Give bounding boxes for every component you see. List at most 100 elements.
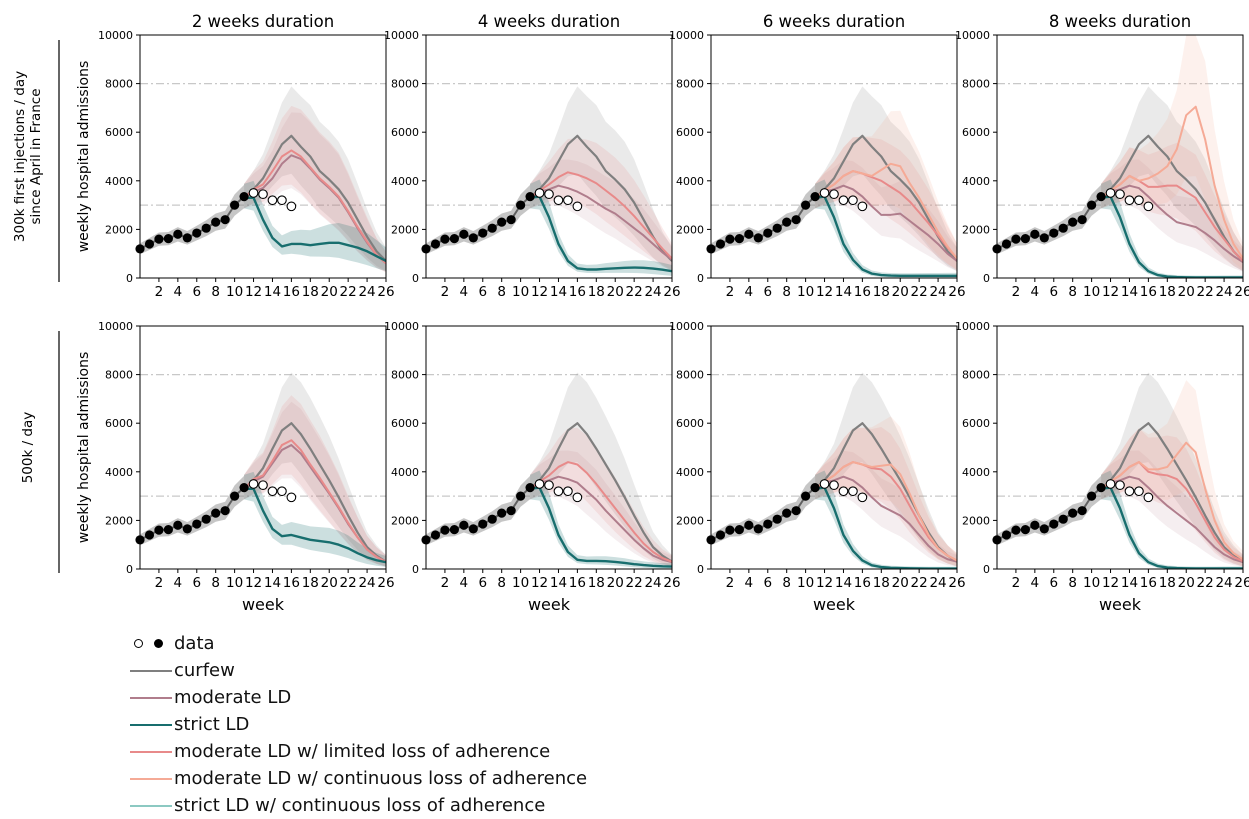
y-tick-label: 2000	[105, 514, 133, 527]
series-line-moderate	[529, 184, 672, 261]
x-axis-label: week	[528, 595, 571, 614]
data-point-filled	[1049, 519, 1059, 529]
legend-item-moderate-continuous: moderate LD w/ continuous loss of adhere…	[128, 765, 587, 792]
y-tick-label: 0	[126, 563, 133, 576]
x-tick-label: 20	[321, 575, 338, 591]
data-point-filled	[1011, 525, 1021, 535]
data-point-filled	[753, 233, 763, 243]
y-tick-label: 2000	[391, 514, 419, 527]
legend-item-data: data	[128, 630, 587, 657]
x-tick-label: 2	[441, 284, 450, 300]
axes-frame	[139, 34, 387, 279]
y-tick-label: 2000	[391, 223, 419, 236]
axes-frame	[139, 325, 387, 570]
series-line-strict	[244, 196, 386, 263]
band-mod_limited	[815, 426, 957, 567]
series-line-mod_cont	[814, 461, 957, 562]
data-point-filled	[516, 491, 526, 501]
x-axis-label: week	[242, 595, 285, 614]
data-marker-icon	[128, 634, 174, 654]
data-point-filled	[1077, 506, 1087, 516]
series-line-mod_cont	[1100, 441, 1243, 561]
data-point-open	[1134, 195, 1144, 206]
y-tick-label: 4000	[676, 466, 704, 479]
series-line-curfew	[814, 422, 957, 563]
x-tick-label: 12	[245, 575, 262, 591]
band-strict	[815, 470, 957, 569]
x-tick-label: 6	[192, 575, 201, 591]
data-point-filled	[173, 520, 183, 530]
x-tick-label: 20	[892, 284, 909, 300]
x-tick-label: 2	[726, 575, 735, 591]
x-tick-label: 6	[192, 284, 201, 300]
plot-area	[997, 35, 1243, 278]
y-tick-label: 10000	[669, 29, 704, 42]
moderate-ld-line-icon	[128, 688, 174, 708]
row-label: 500k / day	[20, 412, 36, 484]
band-moderate	[244, 112, 386, 273]
data-point-open	[829, 480, 839, 491]
series-line-mod_limited	[243, 439, 386, 563]
data-point-open	[277, 486, 287, 497]
moderate-limited-line-icon	[128, 742, 174, 762]
y-axis-label: weekly hospital admissions	[76, 352, 92, 544]
column-title: 4 weeks duration	[478, 12, 620, 31]
x-tick-label: 26	[663, 575, 680, 591]
x-tick-label: 14	[835, 284, 852, 300]
y-tick-label: 4000	[962, 466, 990, 479]
data-point-filled	[1049, 228, 1059, 238]
data-point-filled	[791, 506, 801, 516]
panel	[706, 34, 958, 282]
series-line-curfew	[1100, 422, 1243, 563]
band-curfew	[244, 86, 386, 272]
data-point-open	[857, 201, 868, 212]
data-point-filled	[801, 491, 811, 501]
data-point-open	[1105, 479, 1116, 489]
data-point-open	[286, 201, 297, 212]
data-point-open	[572, 492, 583, 503]
data-point-open	[248, 188, 259, 198]
data-point-filled	[725, 525, 735, 535]
axes-frame	[996, 34, 1244, 279]
data-point-filled	[239, 191, 249, 202]
moderate-continuous-line-icon	[128, 769, 174, 789]
data-point-filled	[734, 234, 744, 244]
x-tick-label: 20	[321, 284, 338, 300]
x-tick-label: 26	[1234, 575, 1249, 591]
x-tick-label: 26	[948, 575, 965, 591]
data-point-filled	[801, 200, 811, 210]
y-tick-label: 6000	[676, 417, 704, 430]
legend-label: moderate LD	[174, 686, 292, 708]
data-point-filled	[744, 229, 754, 239]
data-point-open	[572, 201, 583, 212]
series-line-curfew	[243, 134, 386, 262]
plot-area	[997, 372, 1243, 569]
series-line-curfew	[529, 134, 672, 262]
data-point-filled	[230, 200, 240, 210]
axes-frame	[996, 325, 1244, 570]
band-mod_limited	[530, 138, 672, 271]
data-point-filled	[1096, 482, 1106, 493]
x-tick-label: 10	[512, 284, 529, 300]
legend-label: strict LD w/ continuous loss of adherenc…	[174, 794, 546, 816]
x-tick-label: 14	[264, 575, 281, 591]
x-tick-label: 4	[745, 575, 754, 591]
y-tick-label: 2000	[962, 514, 990, 527]
y-tick-label: 4000	[962, 175, 990, 188]
data-point-open	[829, 189, 839, 200]
legend-item-moderate-ld: moderate LD	[128, 684, 587, 711]
x-tick-label: 8	[211, 575, 220, 591]
y-tick-label: 6000	[391, 417, 419, 430]
data-point-filled	[487, 514, 497, 524]
data-point-filled	[230, 491, 240, 501]
data-point-open	[553, 486, 564, 497]
x-tick-label: 18	[1159, 284, 1176, 300]
x-tick-label: 24	[358, 575, 375, 591]
data-point-filled	[772, 514, 782, 524]
data-point-filled	[173, 229, 183, 239]
y-tick-label: 6000	[105, 417, 133, 430]
data-point-filled	[182, 524, 192, 534]
data-point-filled	[753, 524, 763, 534]
column-title: 2 weeks duration	[192, 12, 334, 31]
plot-area	[426, 82, 672, 276]
